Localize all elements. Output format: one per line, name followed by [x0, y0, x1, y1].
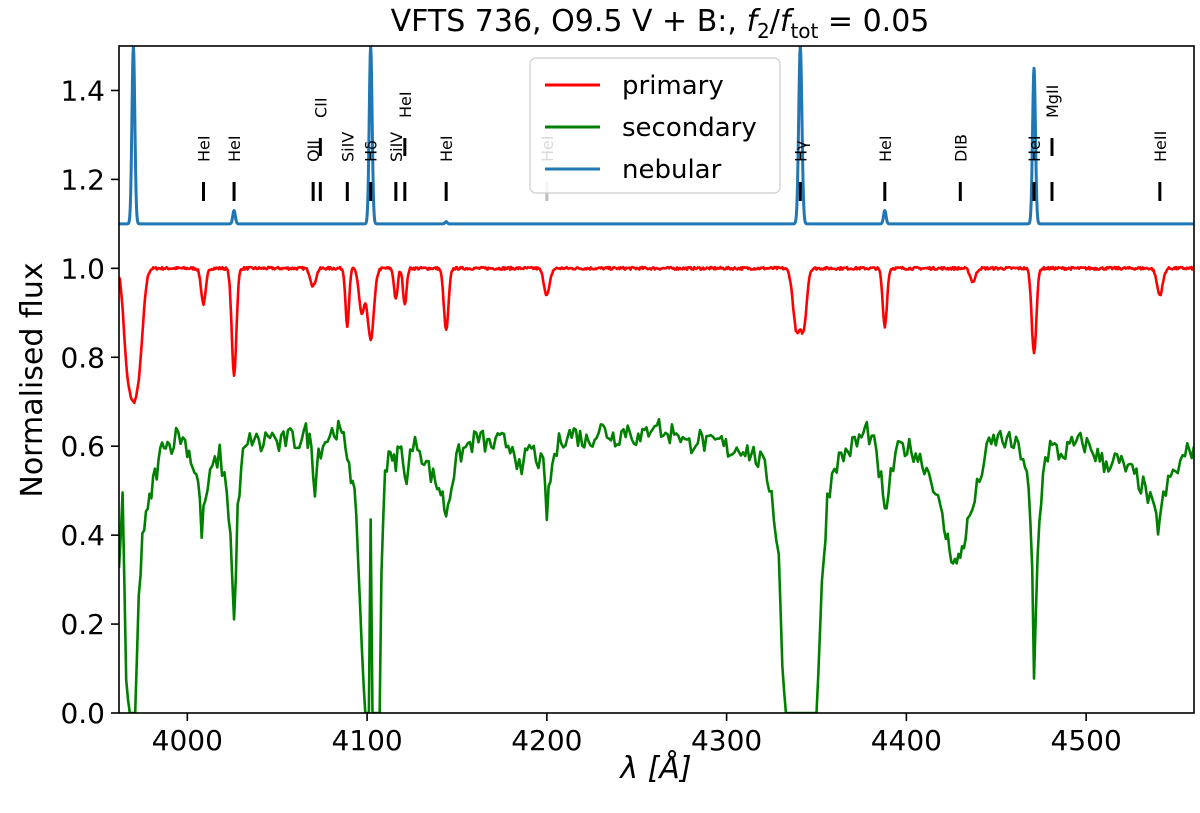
- series-line-secondary: [119, 417, 1194, 713]
- title-ftot-subscript: tot: [790, 19, 818, 43]
- line-marker-label: HeI: [194, 135, 213, 162]
- chart-title: VFTS 736, O9.5 V + B:, f2/ftot = 0.05: [391, 4, 930, 43]
- x-tick-label: 4100: [331, 724, 402, 757]
- series-line-nebular: [119, 46, 1194, 226]
- y-tick-label: 1.4: [60, 74, 105, 107]
- title-prefix: VFTS 736, O9.5 V + B:,: [391, 4, 747, 39]
- line-marker-layer: HeI HeI OII CII SiIV Hδ SiIV HeI HeI HeI Hγ HeI DIB H…: [194, 85, 1170, 201]
- line-marker-label: OII: [304, 140, 323, 162]
- legend-label-secondary: secondary: [622, 113, 757, 143]
- x-tick-label: 4200: [511, 724, 582, 757]
- x-tick-label: 4300: [691, 724, 762, 757]
- y-tick-label: 0.4: [60, 519, 105, 552]
- title-suffix: = 0.05: [818, 4, 929, 39]
- y-tick-label: 1.0: [60, 252, 105, 285]
- plot-area: HeI HeI OII CII SiIV Hδ SiIV HeI HeI HeI Hγ HeI DIB H…: [118, 45, 1195, 714]
- x-axis-label: λ [Å]: [618, 750, 691, 786]
- line-marker-label: MgII: [1043, 85, 1062, 118]
- x-tick-label: 4500: [1051, 724, 1122, 757]
- line-marker-label: HeI: [225, 135, 244, 162]
- line-marker-label: CII: [311, 97, 330, 118]
- line-marker-label: DIB: [951, 134, 970, 162]
- line-marker-label: Hγ: [791, 141, 810, 163]
- x-tick-label: 4400: [871, 724, 942, 757]
- plot-frame: [118, 45, 1195, 714]
- series-line-primary: [119, 265, 1194, 405]
- line-marker-label: HeII: [1151, 131, 1170, 162]
- legend-label-nebular: nebular: [622, 155, 722, 185]
- y-tick-label: 0.8: [60, 341, 105, 374]
- legend-label-primary: primary: [622, 71, 724, 101]
- line-marker-label: Hδ: [362, 140, 381, 162]
- x-tick-label: 4000: [152, 724, 223, 757]
- y-axis: 0.0 0.2 0.4 0.6 0.8 1.0 1.2 1.4: [60, 74, 119, 730]
- y-tick-label: 0.6: [60, 430, 105, 463]
- line-marker-label: HeI: [876, 135, 895, 162]
- y-tick-label: 0.0: [60, 697, 105, 730]
- title-f2-subscript: 2: [757, 19, 770, 43]
- line-marker-label: SiIV: [338, 132, 357, 162]
- y-tick-label: 0.2: [60, 608, 105, 641]
- line-marker-label: HeI: [1025, 135, 1044, 162]
- series-layer: [119, 46, 1194, 713]
- line-marker-label: HeI: [437, 135, 456, 162]
- legend-frame: [529, 57, 781, 194]
- line-marker-label: HeI: [396, 91, 415, 118]
- y-tick-label: 1.2: [60, 163, 105, 196]
- legend: primary secondary nebular: [529, 57, 781, 194]
- line-marker-label: SiIV: [387, 132, 406, 162]
- y-axis-label: Normalised flux: [15, 262, 50, 497]
- x-axis: 4000 4100 4200 4300 4400 4500: [152, 713, 1122, 757]
